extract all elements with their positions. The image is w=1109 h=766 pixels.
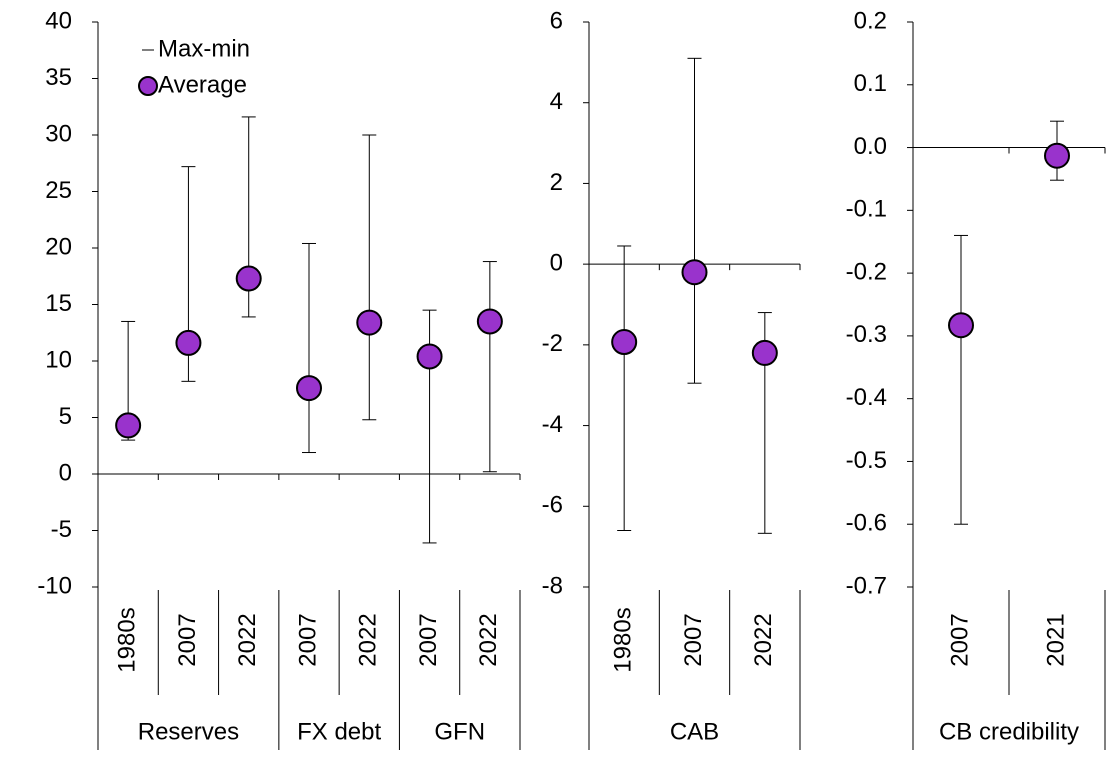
x-tick-label: 2021 — [1042, 613, 1069, 666]
average-point — [948, 312, 974, 339]
x-tick-label: 2007 — [174, 613, 201, 666]
y-tick-label: -10 — [37, 572, 72, 599]
group-label: FX debt — [297, 718, 381, 745]
y-tick-label: 0 — [550, 249, 563, 276]
y-tick-label: 4 — [550, 88, 563, 115]
y-tick-label: -4 — [542, 411, 563, 438]
y-tick-label: 20 — [45, 233, 72, 260]
x-tick-label: 2007 — [680, 613, 707, 666]
y-tick-label: -0.5 — [846, 447, 887, 474]
legend-label: Max-min — [158, 35, 250, 62]
group-label: Reserves — [138, 718, 239, 745]
x-tick-label: 1980s — [610, 607, 637, 672]
average-point — [296, 375, 322, 402]
average-point — [356, 309, 383, 336]
y-tick-label: 6 — [550, 7, 563, 34]
y-tick-label: 0.2 — [854, 7, 887, 34]
y-tick-label: 25 — [45, 177, 72, 204]
x-tick-label: 2007 — [294, 613, 321, 666]
x-tick-label: 2007 — [415, 613, 442, 666]
average-point — [611, 329, 638, 356]
y-tick-label: 15 — [45, 290, 72, 317]
x-tick-label: 2022 — [234, 613, 261, 666]
y-tick-label: -0.3 — [846, 321, 887, 348]
legend-marker — [138, 76, 158, 96]
y-tick-label: 2 — [550, 169, 563, 196]
y-tick-label: -0.7 — [846, 572, 887, 599]
group-label: GFN — [434, 718, 485, 745]
average-point — [235, 265, 262, 292]
average-point — [416, 343, 443, 370]
y-tick-label: -2 — [542, 330, 563, 357]
average-point — [1044, 142, 1070, 169]
y-tick-label: -6 — [542, 492, 563, 519]
y-tick-label: 10 — [45, 346, 72, 373]
y-tick-label: 0.1 — [854, 70, 887, 97]
group-label: CB credibility — [939, 718, 1079, 745]
y-tick-label: 30 — [45, 120, 72, 147]
y-tick-label: 35 — [45, 64, 72, 91]
average-point — [681, 259, 708, 286]
average-point — [751, 339, 778, 366]
x-tick-label: 2007 — [946, 613, 973, 666]
x-tick-label: 2022 — [475, 613, 502, 666]
x-tick-label: 2022 — [750, 613, 777, 666]
y-tick-label: -0.6 — [846, 510, 887, 537]
y-tick-label: 0.0 — [854, 133, 887, 160]
x-tick-label: 1980s — [113, 607, 140, 672]
y-tick-label: -5 — [51, 516, 72, 543]
y-tick-label: 5 — [59, 403, 72, 430]
average-point — [115, 412, 142, 439]
average-point — [476, 308, 503, 335]
y-tick-label: -0.1 — [846, 196, 887, 223]
x-tick-label: 2022 — [355, 613, 382, 666]
group-label: CAB — [670, 718, 719, 745]
y-tick-label: -0.2 — [846, 258, 887, 285]
y-tick-label: 40 — [45, 7, 72, 34]
legend-label: Average — [158, 71, 247, 98]
y-tick-label: -0.4 — [846, 384, 887, 411]
average-point — [175, 329, 202, 356]
y-tick-label: 0 — [59, 459, 72, 486]
y-tick-label: -8 — [542, 572, 563, 599]
